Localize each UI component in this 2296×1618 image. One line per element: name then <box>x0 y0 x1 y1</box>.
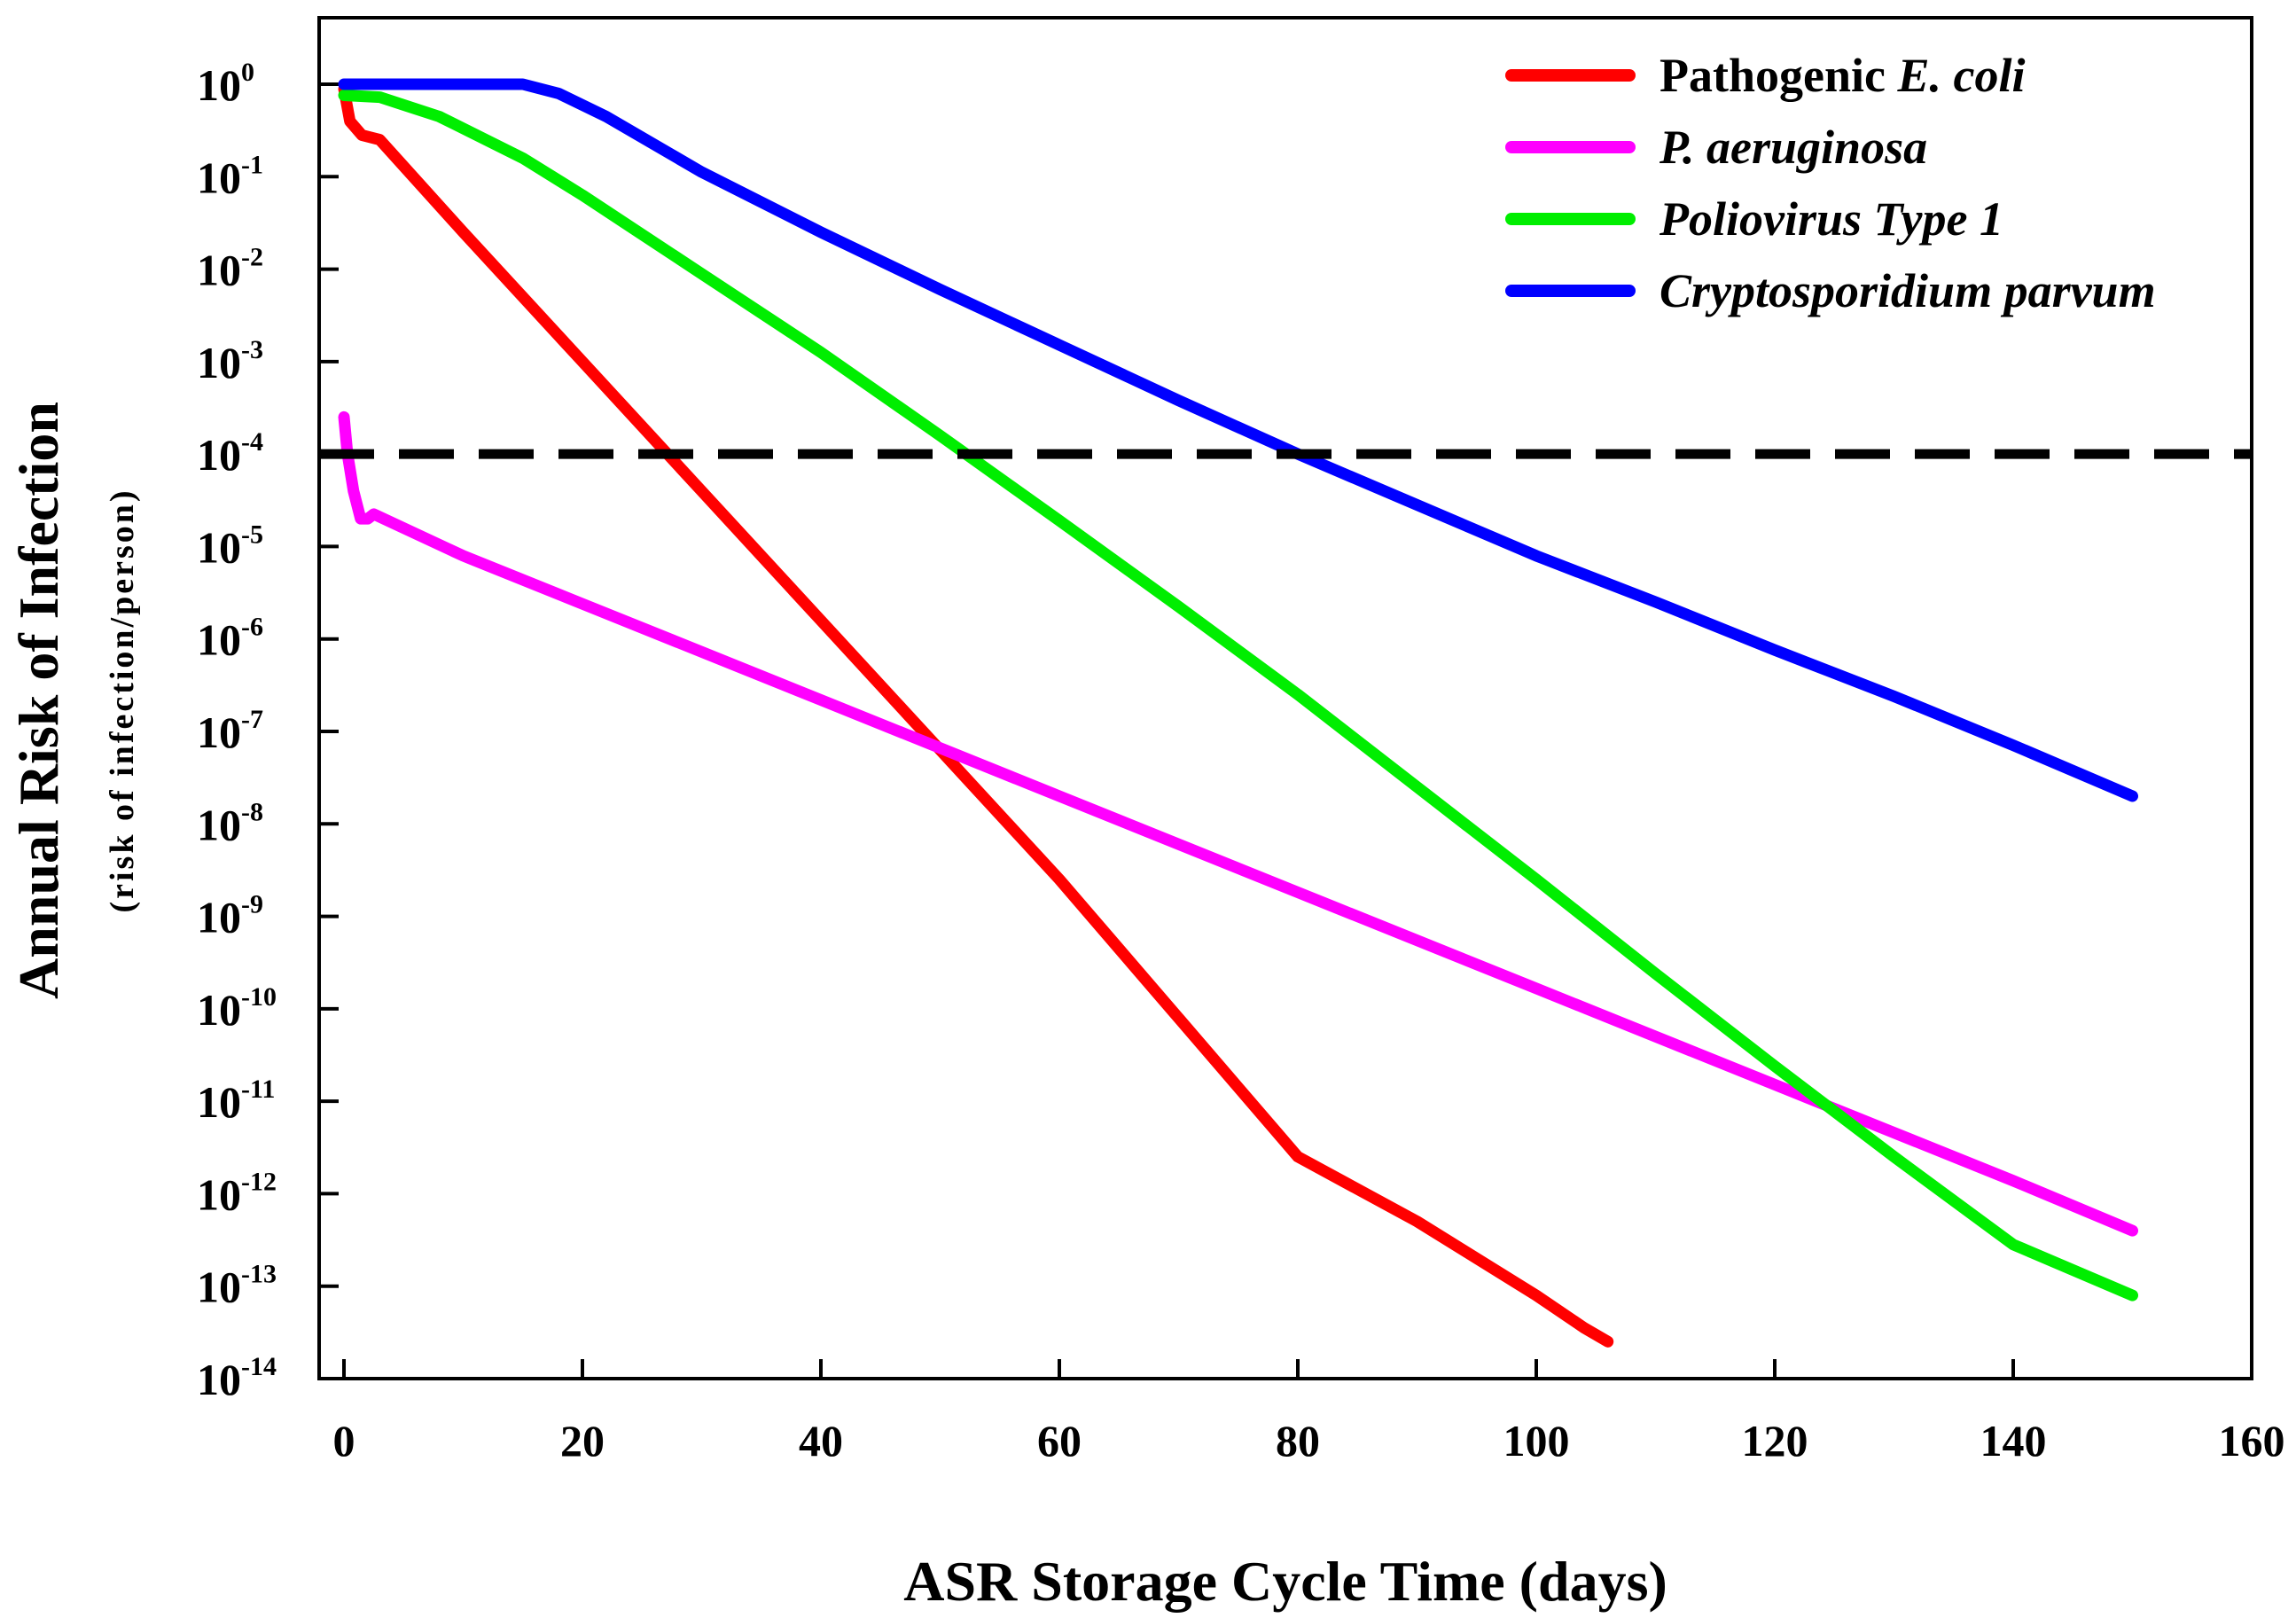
series-line-4 <box>338 78 2138 802</box>
x-tick-label: 0 <box>333 1416 355 1466</box>
y-tick-label: 10-13 <box>197 1260 277 1312</box>
legend-label-1: Pathogenic E. coli <box>1660 49 2025 102</box>
y-tick-label: 100 <box>197 58 254 110</box>
x-tick-label: 120 <box>1742 1416 1808 1466</box>
y-tick-label: 10-7 <box>197 705 263 757</box>
y-tick-label: 10-14 <box>197 1352 277 1404</box>
x-tick-label: 160 <box>2219 1416 2285 1466</box>
x-tick-label: 100 <box>1503 1416 1570 1466</box>
series-layer <box>338 78 2138 1348</box>
y-tick-label: 10-11 <box>197 1075 275 1127</box>
legend-label-2: P. aeruginosa <box>1659 121 1927 174</box>
x-tick-label: 140 <box>1980 1416 2047 1466</box>
legend-label-4: Cryptosporidium parvum <box>1660 264 2156 317</box>
y-tick-label: 10-12 <box>197 1167 277 1219</box>
legend: Pathogenic E. coli P. aeruginosa Polioviru… <box>1505 49 2156 317</box>
y-tick-label: 10-8 <box>197 797 263 849</box>
y-axis-subtitle: (risk of infection/person) <box>104 488 141 912</box>
y-tick-label: 10-3 <box>197 335 263 387</box>
x-tick-label: 20 <box>560 1416 605 1466</box>
y-tick-label: 10-5 <box>197 520 263 572</box>
series-line-2 <box>338 410 2138 1237</box>
x-tick-label: 80 <box>1276 1416 1320 1466</box>
x-tick-label: 40 <box>799 1416 843 1466</box>
y-tick-label: 10-10 <box>197 982 277 1035</box>
legend-label-3: Poliovirus Type 1 <box>1659 192 2003 246</box>
y-axis-title: Annual Risk of Infection <box>7 402 70 999</box>
series-line-1 <box>338 82 1614 1348</box>
series-line-3 <box>338 90 2138 1301</box>
y-tick-label: 10-9 <box>197 890 263 942</box>
x-tick-label: 60 <box>1037 1416 1082 1466</box>
x-axis-title: ASR Storage Cycle Time (days) <box>903 1550 1667 1613</box>
y-tick-label: 10-1 <box>197 150 263 202</box>
y-tick-label: 10-4 <box>197 427 263 480</box>
y-tick-label: 10-6 <box>197 613 263 665</box>
y-tick-label: 10-2 <box>197 243 263 295</box>
axis-titles: ASR Storage Cycle Time (days) Annual Ris… <box>7 402 1667 1613</box>
plot-frame <box>317 16 2253 1380</box>
